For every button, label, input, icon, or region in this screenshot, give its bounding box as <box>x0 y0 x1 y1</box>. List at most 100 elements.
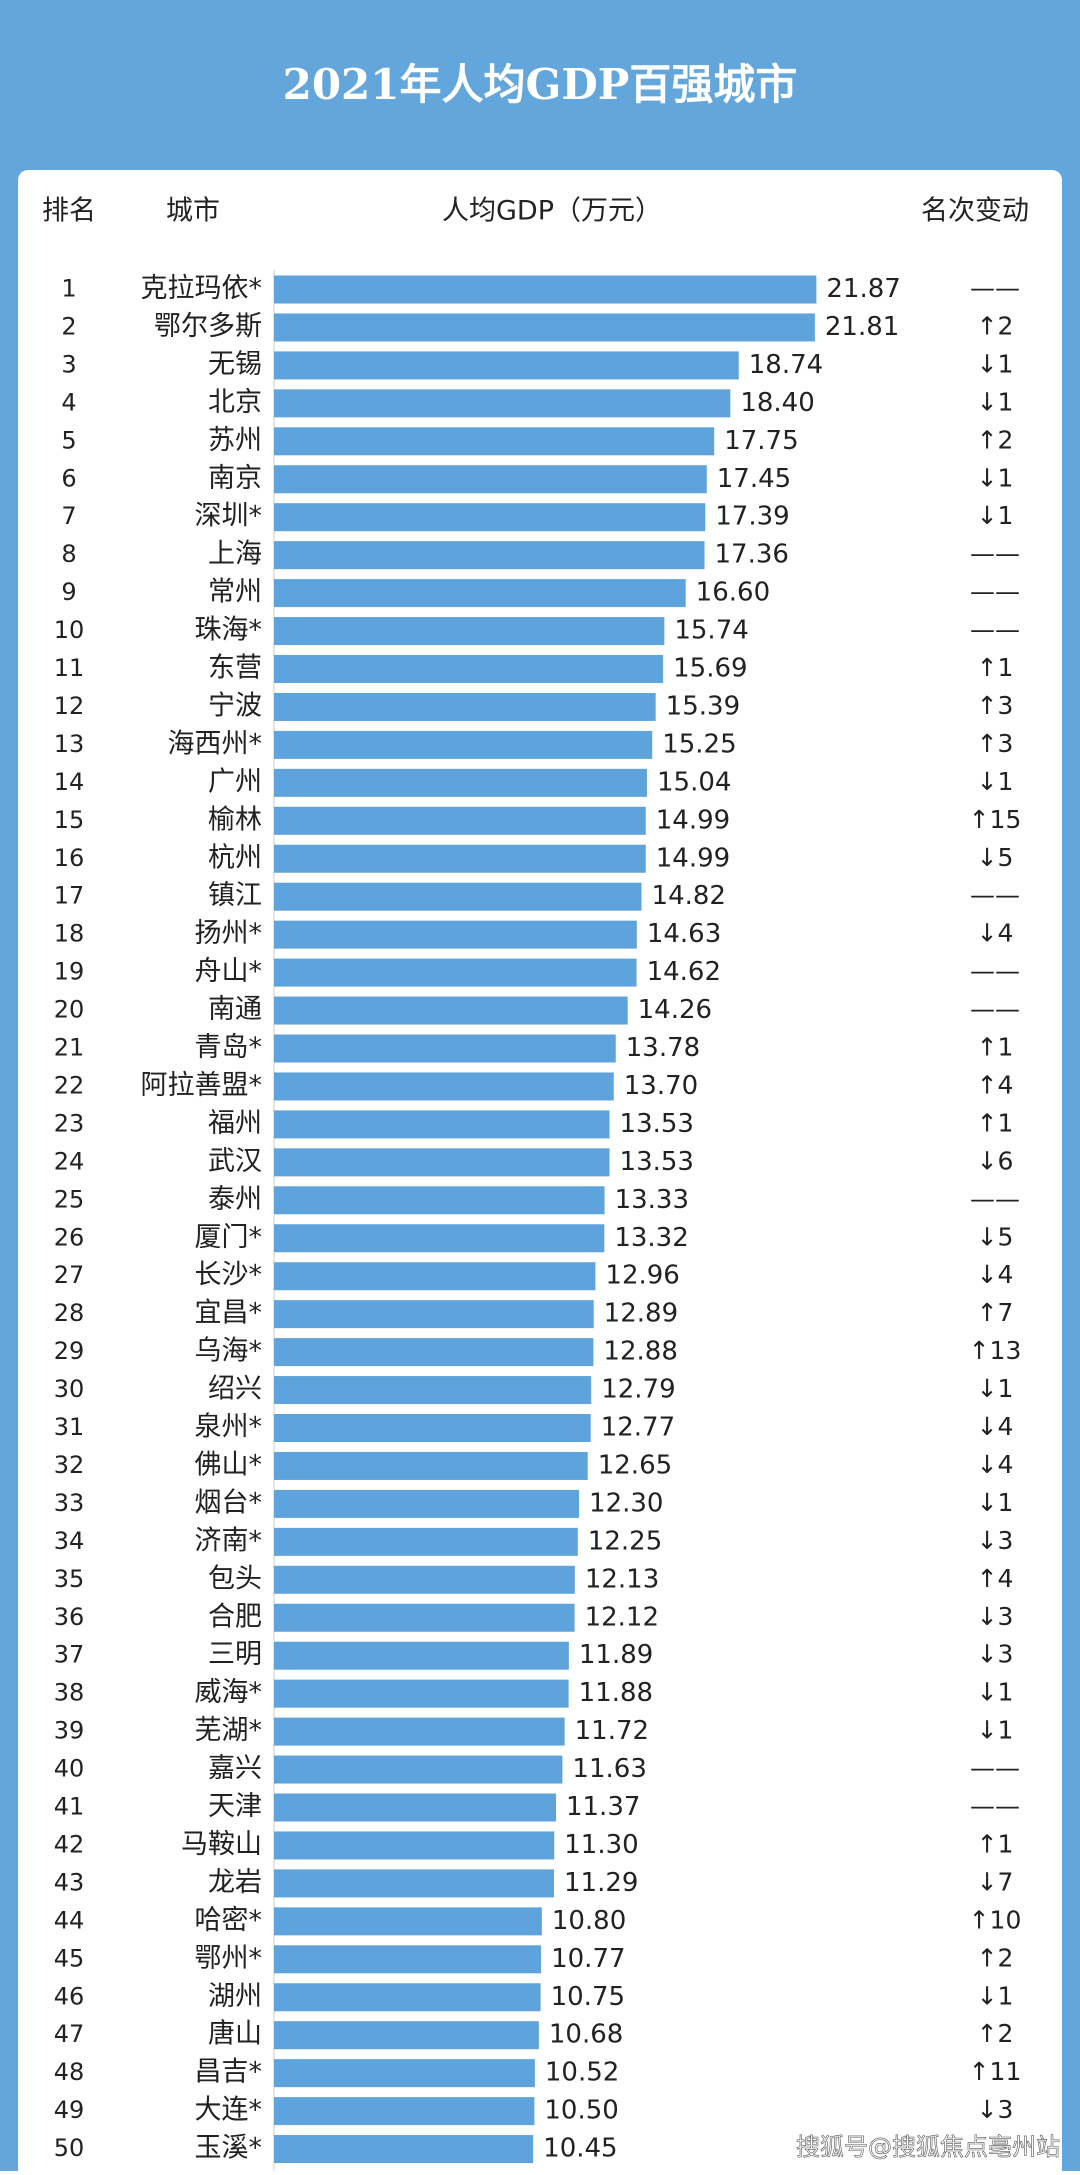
rank-change: ↓5 <box>977 843 1014 872</box>
city: 马鞍山 <box>181 1829 262 1860</box>
value-label: 18.74 <box>749 350 823 380</box>
rank-change: ↑15 <box>969 805 1022 834</box>
city: 佛山* <box>195 1449 263 1480</box>
rank-change: ↓1 <box>977 1981 1014 2010</box>
city: 泉州* <box>195 1412 263 1443</box>
rank: 7 <box>61 502 76 530</box>
rank-change: ↓7 <box>977 1867 1014 1896</box>
rank-change: ↓4 <box>977 1450 1014 1479</box>
value-label: 11.88 <box>579 1678 653 1708</box>
rank-change: —— <box>970 1754 1020 1783</box>
bar <box>274 1793 556 1822</box>
city: 龙岩 <box>208 1867 262 1898</box>
value-label: 17.75 <box>724 426 798 456</box>
rank: 30 <box>54 1375 85 1403</box>
bar <box>274 1717 565 1746</box>
city: 青岛* <box>195 1032 263 1063</box>
rank-change: ↓1 <box>977 387 1014 416</box>
value-label: 12.89 <box>604 1299 678 1329</box>
city: 上海 <box>208 539 262 570</box>
city: 芜湖* <box>195 1715 263 1746</box>
rank: 41 <box>54 1793 85 1821</box>
bar <box>274 541 705 570</box>
value-label: 14.82 <box>652 881 726 911</box>
city: 合肥 <box>208 1601 262 1632</box>
city: 包头 <box>208 1563 262 1594</box>
rank: 20 <box>54 996 85 1024</box>
rank-change: ↑13 <box>969 1336 1022 1365</box>
rank: 38 <box>54 1679 85 1707</box>
value-label: 13.78 <box>626 1033 700 1063</box>
value-label: 12.30 <box>589 1488 663 1518</box>
bar <box>274 579 686 608</box>
rank: 48 <box>54 2058 85 2086</box>
city: 泰州 <box>208 1184 262 1215</box>
rank: 12 <box>54 692 85 720</box>
rank: 47 <box>54 2020 85 2048</box>
rank: 14 <box>54 768 85 796</box>
bar <box>274 882 642 911</box>
rank: 4 <box>61 388 76 416</box>
bar <box>274 1831 555 1860</box>
city: 乌海* <box>195 1336 263 1367</box>
city: 福州 <box>208 1108 262 1139</box>
bar <box>274 1451 588 1480</box>
bar <box>274 1907 542 1936</box>
rank-change: ↑1 <box>977 1108 1014 1137</box>
bar <box>274 730 653 759</box>
rank: 1 <box>61 275 76 303</box>
value-label: 10.50 <box>544 2096 618 2126</box>
bar <box>274 503 706 532</box>
rank: 28 <box>54 1299 85 1327</box>
bar <box>274 692 656 721</box>
value-label: 15.25 <box>662 729 736 759</box>
bar <box>274 2135 534 2164</box>
value-label: 10.68 <box>549 2020 623 2050</box>
value-label: 17.39 <box>715 502 789 532</box>
city: 宜昌* <box>195 1298 263 1329</box>
bar <box>274 427 715 456</box>
rank: 3 <box>61 350 76 378</box>
value-label: 14.62 <box>647 957 721 987</box>
bar <box>274 1224 605 1253</box>
rank: 39 <box>54 1717 85 1745</box>
bar <box>274 2059 535 2088</box>
value-label: 14.63 <box>647 919 721 949</box>
rank-change: ↑2 <box>977 425 1014 454</box>
rank-change: ↓4 <box>977 1260 1014 1289</box>
rank-change: ↑2 <box>977 2019 1014 2048</box>
city: 三明 <box>208 1639 262 1670</box>
rank-change: ↓3 <box>977 1640 1014 1669</box>
rank-change: ↓3 <box>977 1602 1014 1631</box>
rank-change: ↓1 <box>977 349 1014 378</box>
bar <box>274 2097 535 2126</box>
city: 南京 <box>208 463 262 494</box>
city: 深圳* <box>195 501 263 532</box>
header: 排名 <box>42 196 96 227</box>
rank: 49 <box>54 2096 85 2124</box>
bar <box>274 1148 610 1177</box>
city: 阿拉善盟* <box>141 1070 263 1101</box>
value-label: 11.30 <box>564 1830 638 1860</box>
rank: 45 <box>54 1944 85 1972</box>
value-label: 12.88 <box>603 1337 677 1367</box>
rank-change: —— <box>970 881 1020 910</box>
rank: 40 <box>54 1755 85 1783</box>
value-label: 11.29 <box>564 1868 638 1898</box>
rank: 23 <box>54 1109 85 1137</box>
header: 名次变动 <box>921 196 1029 227</box>
title: 2021年人均GDP百强城市 <box>283 60 798 109</box>
city: 玉溪* <box>195 2133 263 2164</box>
rank-change: —— <box>970 615 1020 644</box>
rank: 42 <box>54 1830 85 1858</box>
rank: 25 <box>54 1185 85 1213</box>
bar <box>274 1376 592 1405</box>
rank-change: ↑1 <box>977 1829 1014 1858</box>
rank: 24 <box>54 1147 85 1175</box>
value-label: 21.87 <box>826 274 900 304</box>
rank-change: ↓3 <box>977 2095 1014 2124</box>
bar <box>274 655 664 683</box>
rank-change: ↓1 <box>977 767 1014 796</box>
value-label: 10.77 <box>551 1944 625 1974</box>
bar <box>274 275 817 304</box>
